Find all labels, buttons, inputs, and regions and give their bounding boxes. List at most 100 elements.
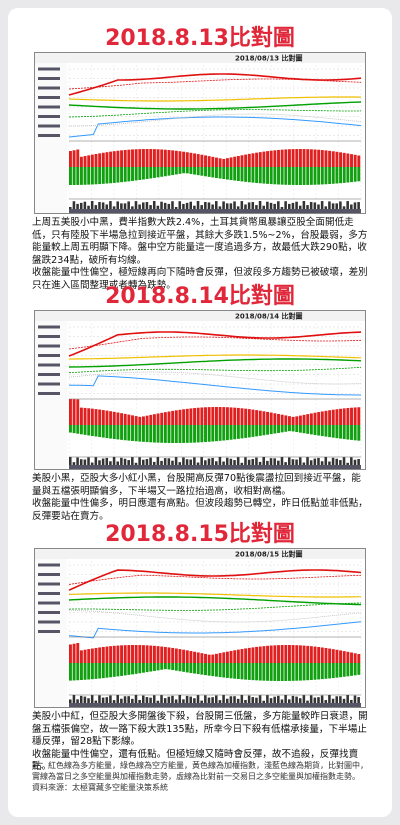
bar — [244, 648, 248, 663]
bar — [163, 663, 167, 670]
volume-bar — [182, 699, 185, 703]
bar — [127, 414, 131, 425]
volume-bar — [277, 201, 280, 209]
bar — [218, 425, 222, 441]
bar — [288, 663, 291, 681]
bar — [306, 425, 310, 434]
bar — [171, 410, 175, 425]
bar — [215, 157, 218, 167]
volume-bar — [142, 695, 145, 703]
bar — [72, 150, 76, 167]
volume-bar — [295, 459, 298, 465]
volume-bar — [69, 457, 72, 465]
bar — [295, 663, 299, 681]
bar — [236, 155, 240, 167]
section: 2018.8.15比對圖 2018/08/15 比對圖 美股小中紅，但亞股大多開… — [8, 522, 392, 774]
volume-bar — [185, 202, 189, 209]
chart-header-text: 2018/08/13 比對圖 — [235, 54, 303, 63]
bar — [240, 167, 244, 182]
bar — [105, 425, 109, 439]
volume-bar — [142, 459, 145, 465]
volume-bar — [123, 458, 127, 465]
volume-bar — [229, 696, 233, 703]
volume-bar — [244, 457, 247, 465]
bar — [204, 155, 207, 167]
bar — [116, 150, 120, 167]
bar — [76, 149, 80, 167]
bar — [167, 663, 171, 670]
bar — [269, 150, 273, 167]
bar — [105, 167, 109, 184]
volume-bar — [87, 457, 90, 465]
volume-bar — [152, 201, 156, 209]
volume-bar — [255, 697, 258, 703]
bar — [105, 410, 109, 425]
volume-bar — [269, 458, 273, 465]
volume-bar — [215, 695, 218, 703]
bar — [131, 415, 134, 425]
volume-bar — [269, 698, 273, 703]
bar — [142, 663, 145, 673]
volume-bar — [98, 460, 101, 465]
bar — [123, 149, 127, 167]
bar — [240, 155, 244, 167]
bar — [90, 663, 94, 680]
bar — [266, 663, 270, 681]
bar — [309, 646, 313, 663]
volume-bar — [269, 202, 273, 209]
section-text: 美股小中紅，但亞股大多開盤後下殺，台股開三低盤，多方能量較昨日衰退，開盤五檔張偏… — [32, 711, 370, 774]
bar — [145, 645, 149, 663]
bar — [142, 425, 145, 442]
volume-bar — [189, 459, 193, 465]
bar — [112, 167, 116, 183]
chart-line — [68, 574, 362, 585]
axis-label — [38, 592, 60, 595]
bar — [127, 645, 131, 663]
bar — [317, 412, 321, 425]
volume-bar — [152, 461, 156, 465]
bar — [178, 151, 182, 167]
bar — [215, 167, 218, 178]
volume-bar — [215, 201, 218, 209]
bar — [182, 409, 186, 425]
chart-line — [68, 609, 362, 623]
axis-label — [38, 86, 60, 90]
axis-label — [38, 573, 60, 576]
volume-bar — [127, 201, 130, 209]
volume-bar — [185, 459, 189, 465]
bar — [215, 663, 218, 677]
bar — [313, 663, 317, 680]
volume-bar — [134, 201, 138, 209]
bar — [284, 415, 288, 425]
volume-bar — [309, 695, 313, 703]
bar — [178, 663, 182, 672]
volume-bar — [324, 700, 328, 703]
volume-bar — [138, 457, 141, 465]
volume-bar — [156, 205, 160, 209]
bar — [156, 425, 160, 443]
volume-bar — [145, 202, 149, 209]
bar — [244, 154, 248, 167]
footnote: 註：紅色線為多方能量，綠色線為空方能量，黃色線為加權指數，淺藍色線為期貨，比對圖… — [32, 760, 370, 793]
volume-bar — [240, 462, 244, 465]
bar — [350, 407, 353, 425]
bar — [69, 425, 72, 433]
bar — [105, 646, 109, 663]
volume-bar — [236, 206, 240, 209]
axis-label — [38, 134, 60, 137]
bar — [83, 407, 87, 425]
time-axis — [69, 465, 361, 469]
volume-bar — [109, 695, 112, 703]
bar — [76, 643, 80, 663]
bar — [116, 412, 120, 425]
volume-bar — [131, 457, 134, 465]
volume-bar — [280, 206, 284, 209]
volume-bar — [320, 201, 324, 209]
bar — [193, 408, 197, 425]
volume-bar — [90, 695, 94, 703]
bar — [98, 167, 102, 185]
bar — [247, 409, 251, 425]
bar — [288, 645, 291, 663]
volume-bar — [83, 459, 87, 465]
bar — [72, 167, 76, 185]
